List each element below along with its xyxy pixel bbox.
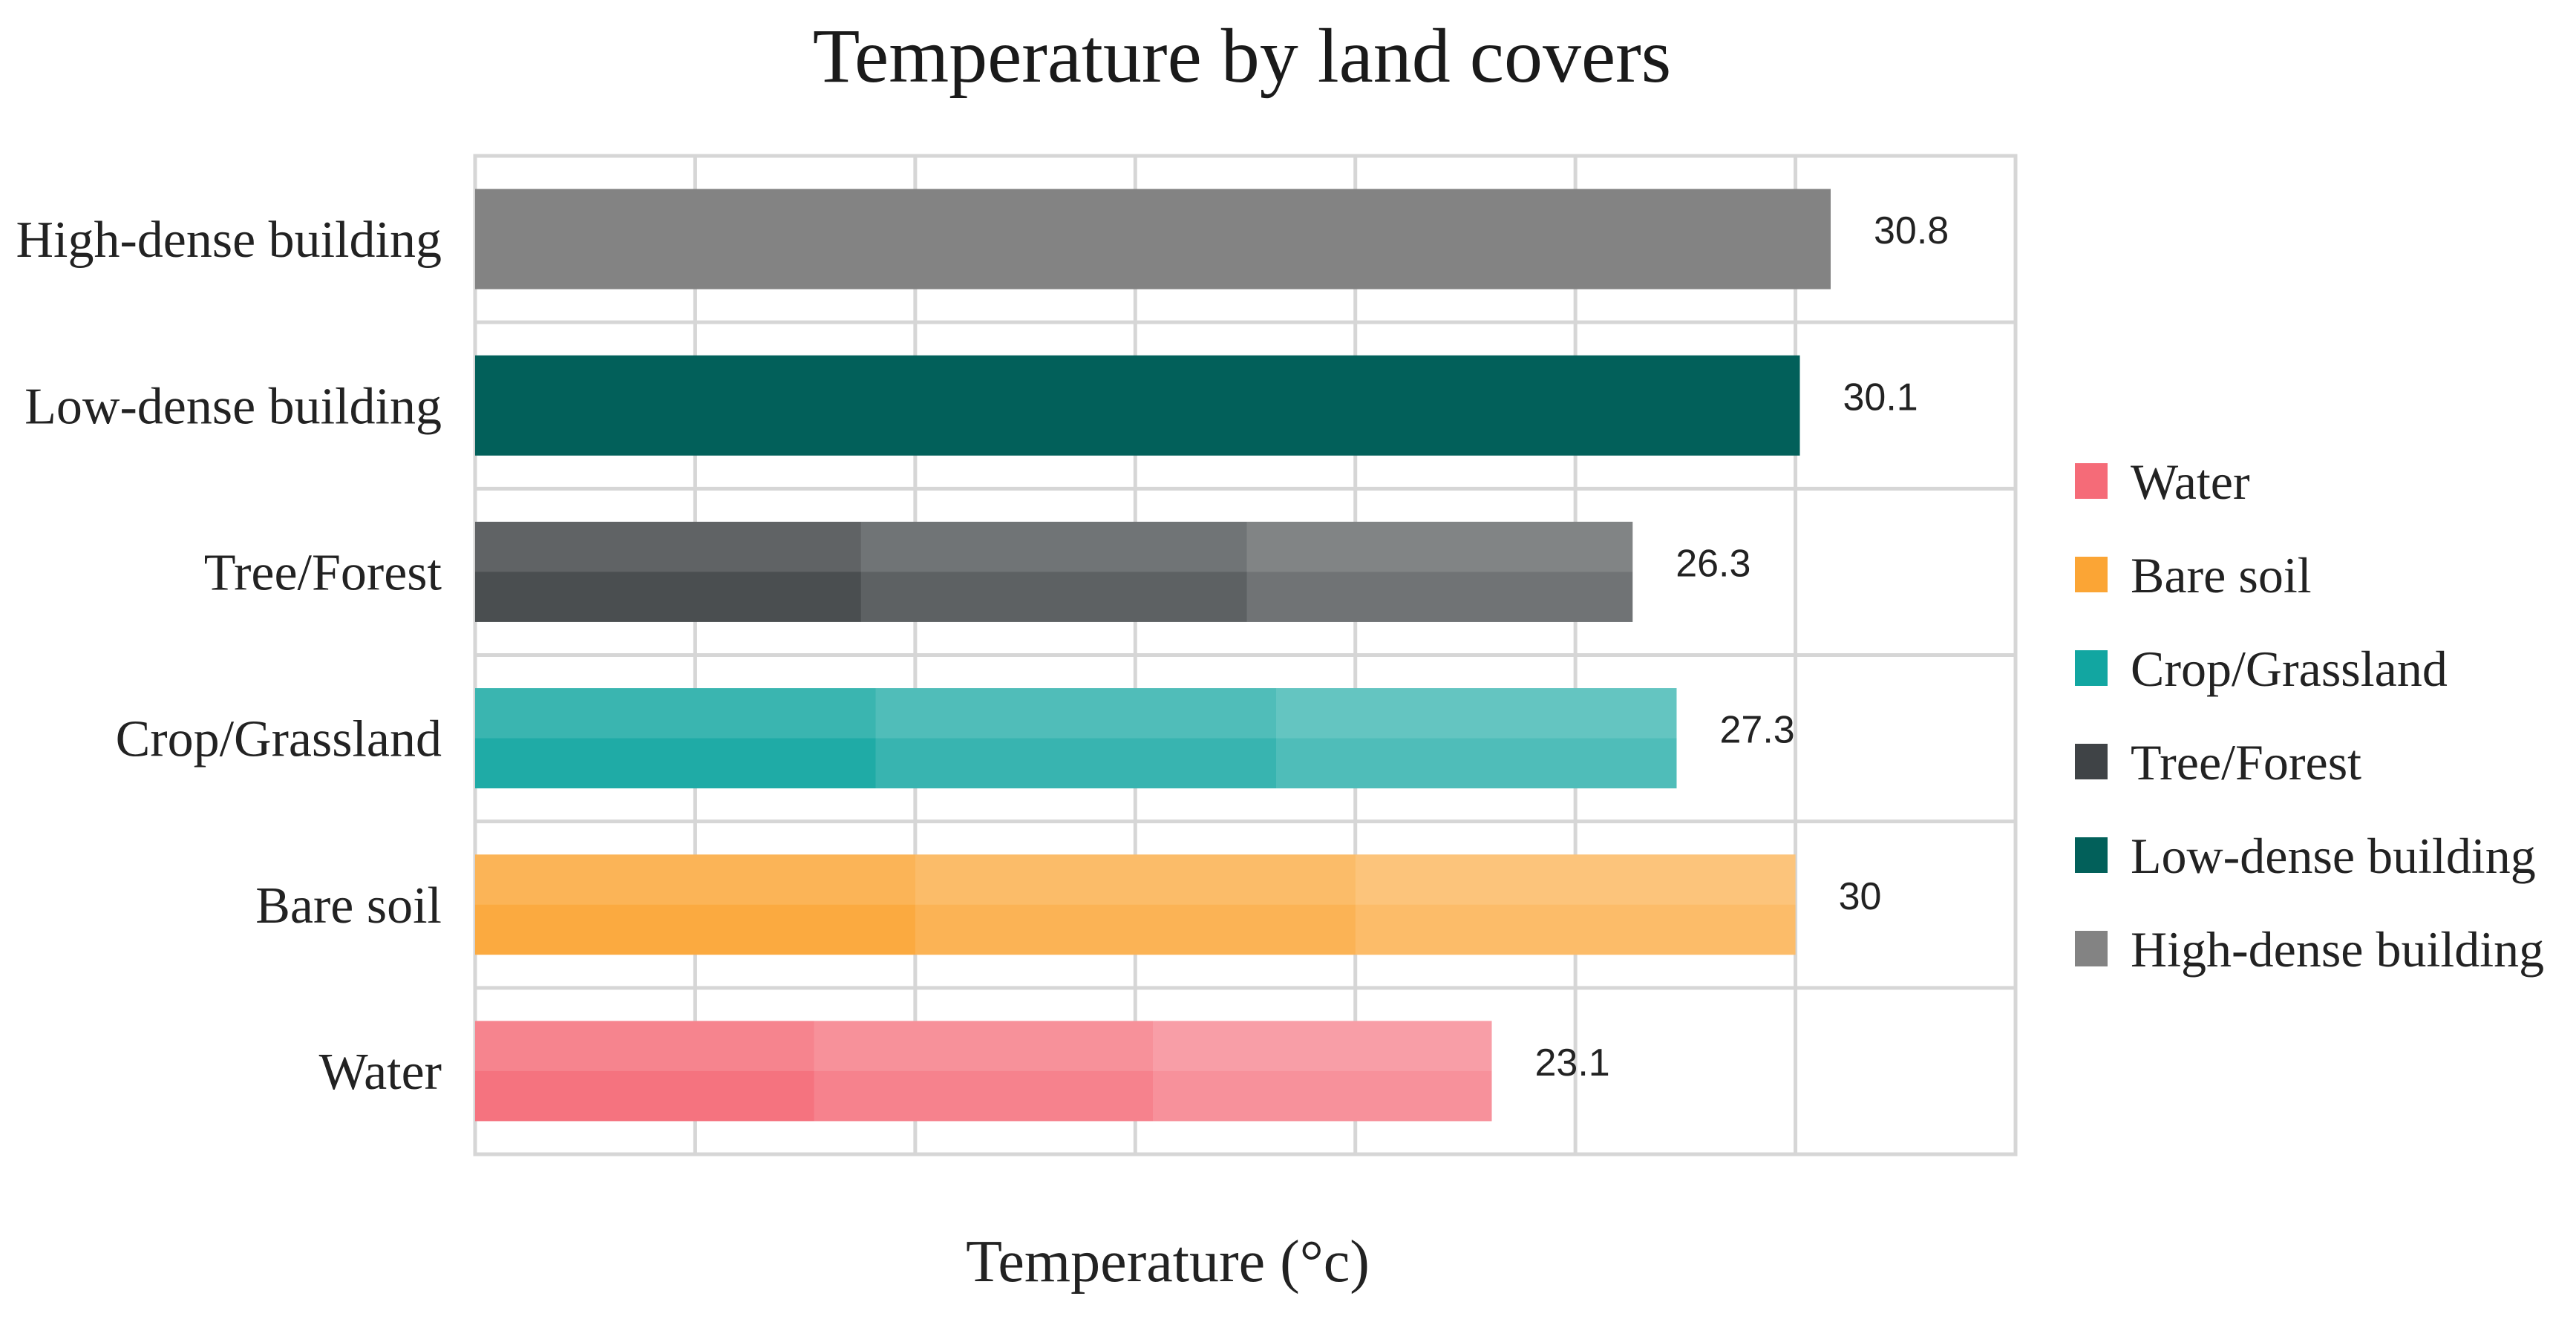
legend-item-crop-grassland: Crop/Grassland	[2075, 641, 2448, 697]
value-label-bare-soil: 30	[1839, 875, 1882, 918]
x-axis-label: Temperature (°c)	[966, 1229, 1370, 1295]
legend-swatch	[2075, 931, 2108, 966]
legend-item-bare-soil: Bare soil	[2075, 547, 2312, 603]
legend-swatch	[2075, 463, 2108, 499]
gridlines	[473, 156, 2018, 1154]
bar-high-dense-building	[475, 189, 1831, 289]
value-label-crop-grassland: 27.3	[1720, 709, 1795, 752]
chart-title: Temperature by land covers	[813, 13, 1671, 99]
bar-bare-soil	[475, 854, 1796, 955]
legend-item-low-dense-building: Low-dense building	[2075, 828, 2536, 884]
category-labels: Water Bare soil Crop/Grassland Tree/Forest L…	[16, 212, 442, 1101]
legend-swatch	[2075, 650, 2108, 686]
category-label-high-dense-building: High-dense building	[16, 212, 442, 269]
bar-water	[475, 1021, 1492, 1122]
value-label-low-dense-building: 30.1	[1843, 376, 1918, 419]
legend-item-high-dense-building: High-dense building	[2075, 921, 2544, 978]
legend: Water Bare soil Crop/Grassland Tree/Forest L…	[2075, 454, 2544, 978]
legend-label: Tree/Forest	[2131, 734, 2361, 791]
legend-label: Water	[2131, 454, 2250, 510]
value-label-high-dense-building: 30.8	[1874, 209, 1949, 252]
bar-crop-grassland	[475, 688, 1677, 789]
legend-label: Low-dense building	[2131, 828, 2536, 884]
category-label-crop-grassland: Crop/Grassland	[116, 711, 442, 768]
value-label-tree-forest: 26.3	[1676, 542, 1750, 585]
legend-item-water: Water	[2075, 454, 2250, 510]
bars	[475, 189, 1831, 1122]
category-label-bare-soil: Bare soil	[255, 877, 442, 935]
bar-low-dense-building	[475, 355, 1800, 456]
legend-item-tree-forest: Tree/Forest	[2075, 734, 2361, 791]
bar-tree-forest	[475, 521, 1633, 622]
legend-label: Crop/Grassland	[2131, 641, 2448, 697]
legend-label: High-dense building	[2131, 921, 2544, 978]
category-label-water: Water	[319, 1044, 442, 1101]
legend-swatch	[2075, 557, 2108, 592]
value-labels: 23.1 30 27.3 26.3 30.1 30.8	[1535, 209, 1949, 1084]
legend-label: Bare soil	[2131, 547, 2312, 603]
legend-swatch	[2075, 744, 2108, 779]
legend-swatch	[2075, 837, 2108, 873]
category-label-tree-forest: Tree/Forest	[204, 544, 442, 601]
category-label-low-dense-building: Low-dense building	[24, 378, 442, 435]
value-label-water: 23.1	[1535, 1041, 1610, 1084]
